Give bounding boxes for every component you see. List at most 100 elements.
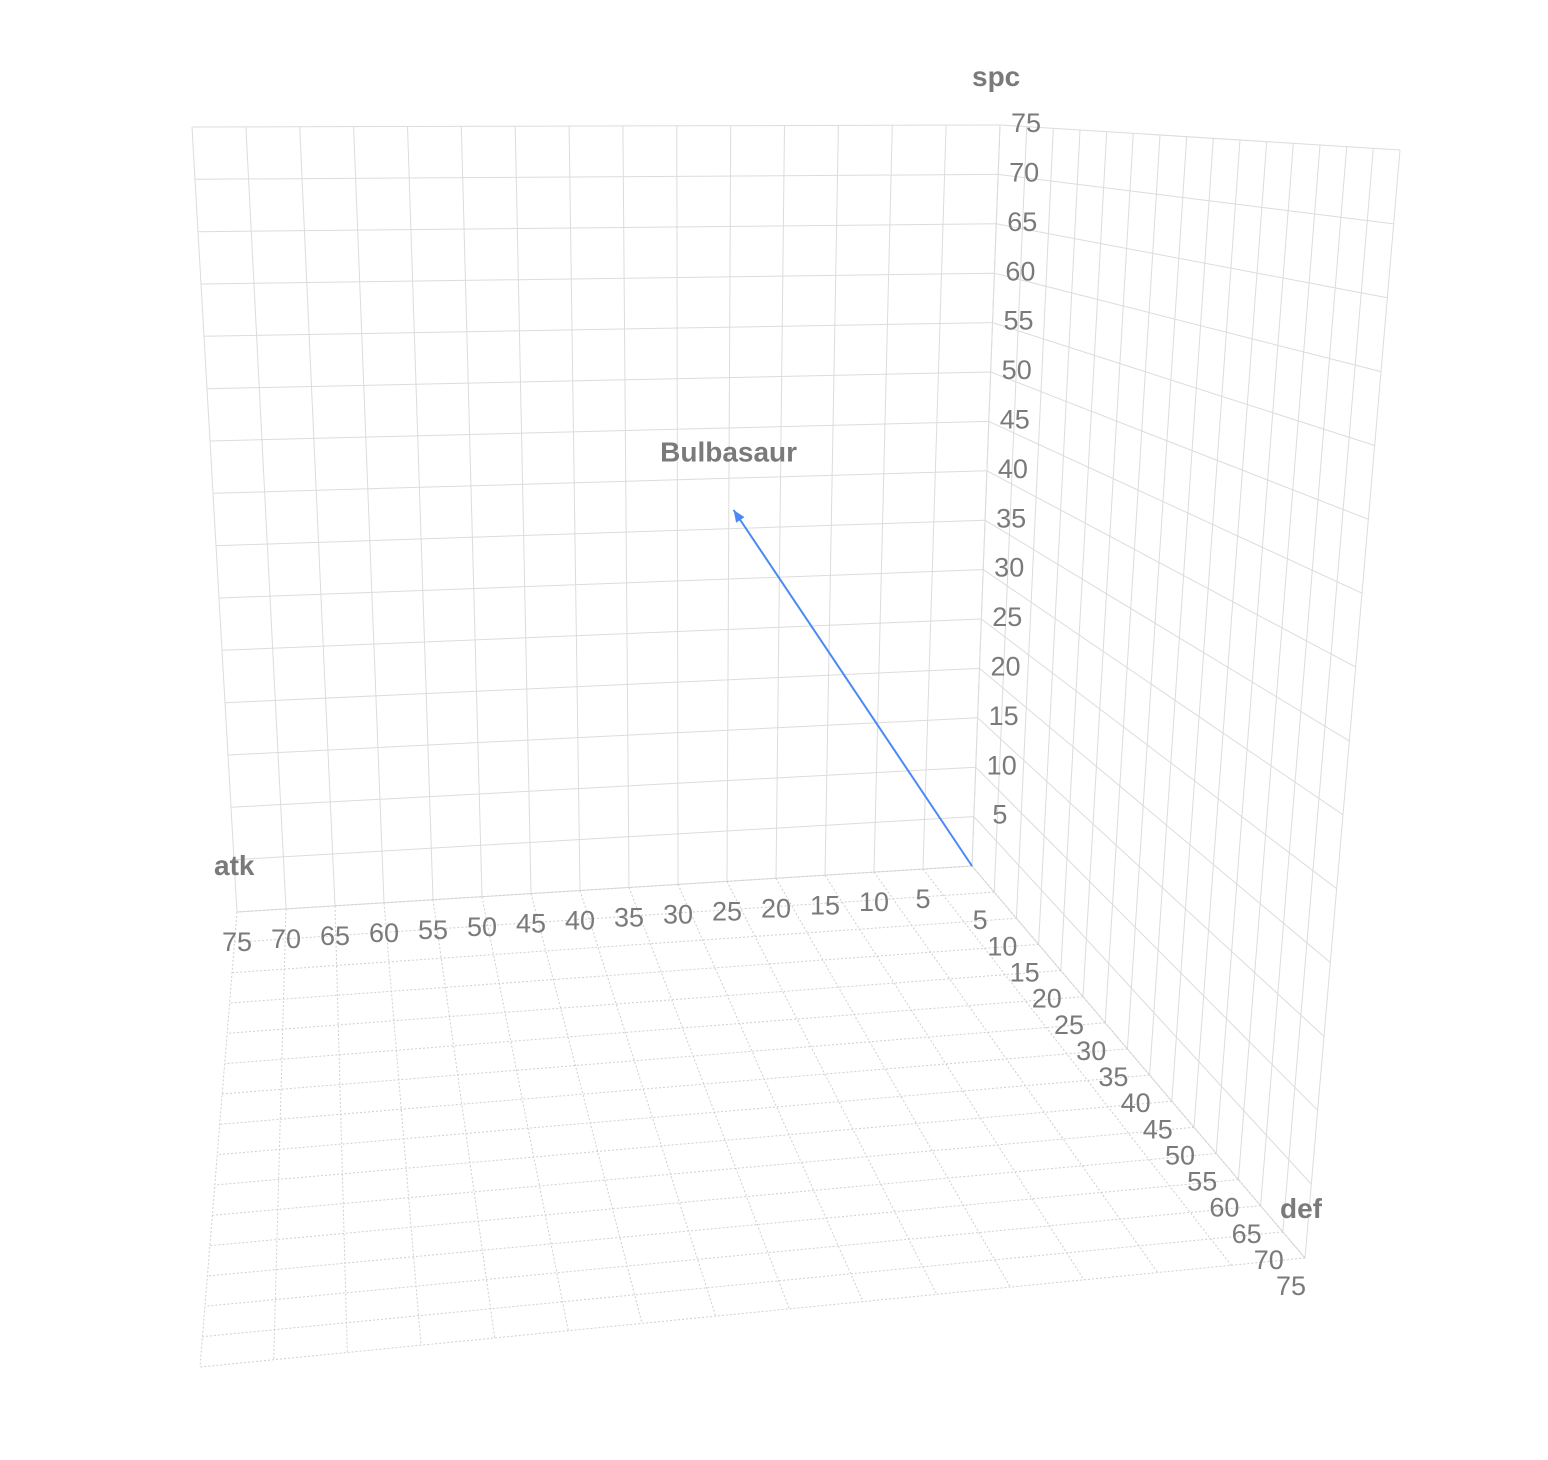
gridline-atk-spc-wall: [233, 816, 974, 861]
x-tick-label: 45: [516, 909, 546, 939]
y-tick-label: 20: [1032, 984, 1062, 1014]
z-tick-label: 65: [1007, 207, 1037, 237]
y-axis-title: def: [1280, 1193, 1323, 1224]
gridline-def-spc-wall: [1104, 134, 1161, 1023]
z-tick-label: 10: [987, 750, 1017, 780]
y-tick-label: 55: [1187, 1167, 1217, 1197]
gridline-def-spc-wall: [1215, 143, 1294, 1154]
gridline-atk-spc-wall: [775, 125, 785, 879]
gridline-def-spc-wall: [986, 470, 1356, 668]
gridline-atk-spc-wall: [922, 125, 947, 870]
x-tick-label: 15: [810, 890, 840, 920]
y-tick-label: 50: [1165, 1140, 1195, 1170]
y-tick-label: 5: [973, 905, 988, 935]
gridline-def-spc-wall: [993, 126, 1028, 893]
gridline-atk-def-floor: [232, 917, 1017, 974]
y-tick-label: 60: [1209, 1193, 1239, 1223]
gridline-atk-spc-wall: [191, 126, 238, 913]
gridline-atk-spc-wall: [191, 124, 1001, 128]
gridline-atk-spc-wall: [514, 126, 532, 894]
gridline-atk-spc-wall: [568, 126, 581, 891]
gridline-atk-spc-wall: [209, 420, 989, 442]
gridline-atk-spc-wall: [245, 126, 287, 909]
series-point-label: Bulbasaur: [660, 436, 797, 467]
y-tick-label: 15: [1010, 958, 1040, 988]
gridline-atk-def-floor: [229, 943, 1039, 1004]
gridline-atk-def-floor: [971, 865, 1306, 1259]
gridline-atk-def-floor: [481, 896, 569, 1331]
gridline-def-spc-wall: [1171, 139, 1241, 1102]
series-layer: Bulbasaur: [660, 436, 973, 867]
z-tick-label: 55: [1003, 306, 1033, 336]
gridline-atk-spc-wall: [203, 322, 993, 337]
x-tick-label: 75: [222, 927, 252, 957]
gridline-atk-spc-wall: [224, 667, 980, 704]
gridline-atk-def-floor: [199, 1257, 1306, 1368]
gridline-atk-def-floor: [227, 970, 1061, 1034]
gridline-def-spc-wall: [988, 420, 1363, 594]
y-tick-label: 10: [987, 931, 1017, 961]
gridline-atk-spc-wall: [227, 717, 978, 756]
y-tick-label: 45: [1143, 1114, 1173, 1144]
gridline-atk-spc-wall: [353, 126, 385, 903]
gridline-atk-def-floor: [273, 908, 287, 1360]
z-tick-label: 70: [1009, 158, 1039, 188]
gridline-atk-def-floor: [236, 865, 973, 913]
gridline-atk-spc-wall: [460, 126, 483, 897]
x-tick-label: 55: [418, 915, 448, 945]
gridline-atk-def-floor: [579, 890, 717, 1317]
y-tick-label: 30: [1076, 1036, 1106, 1066]
y-tick-label: 70: [1254, 1245, 1284, 1275]
gridline-def-spc-wall: [996, 223, 1388, 299]
gridline-atk-def-floor: [530, 893, 643, 1324]
gridline-def-spc-wall: [1193, 141, 1268, 1128]
z-tick-label: 20: [990, 652, 1020, 682]
z-tick-label: 30: [994, 553, 1024, 583]
x-tick-label: 40: [565, 906, 595, 936]
gridline-atk-spc-wall: [299, 126, 336, 906]
gridline-atk-spc-wall: [194, 173, 999, 180]
tick-labels: 5101520253035404550556065707551015202530…: [222, 108, 1306, 1301]
gridline-atk-def-floor: [214, 1100, 1172, 1186]
gridline-atk-spc-wall: [221, 618, 982, 651]
gridline-def-spc-wall: [971, 124, 1001, 867]
gridline-def-spc-wall: [979, 668, 1331, 963]
gridline-def-spc-wall: [992, 322, 1375, 446]
y-tick-label: 25: [1054, 1010, 1084, 1040]
z-tick-label: 35: [996, 503, 1026, 533]
gridline-atk-def-floor: [209, 1153, 1217, 1247]
gridline-def-spc-wall: [1282, 148, 1374, 1232]
gridline-atk-spc-wall: [206, 371, 991, 390]
gridline-atk-spc-wall: [676, 125, 679, 885]
gridline-atk-spc-wall: [230, 766, 976, 808]
x-tick-label: 65: [320, 921, 350, 951]
gridline-atk-def-floor: [873, 871, 1159, 1273]
gridline-def-spc-wall: [977, 717, 1325, 1037]
x-tick-label: 60: [369, 918, 399, 948]
z-tick-label: 15: [989, 701, 1019, 731]
gridline-atk-spc-wall: [197, 223, 997, 233]
gridline-def-spc-wall: [1304, 149, 1401, 1259]
y-tick-label: 65: [1232, 1219, 1262, 1249]
gridline-def-spc-wall: [1126, 136, 1188, 1049]
gridline-atk-def-floor: [775, 878, 1011, 1288]
gridline-def-spc-wall: [999, 124, 1401, 151]
gridline-atk-def-floor: [677, 884, 864, 1302]
gridline-atk-def-floor: [199, 911, 238, 1368]
gridline-atk-def-floor: [222, 1022, 1106, 1095]
gridline-atk-spc-wall: [622, 125, 630, 888]
gridline-def-spc-wall: [1149, 138, 1214, 1076]
gridline-def-spc-wall: [975, 766, 1319, 1111]
gridline-def-spc-wall: [1237, 144, 1321, 1180]
x-tick-label: 50: [467, 912, 497, 942]
series-arrowhead: [733, 510, 745, 523]
gridline-atk-spc-wall: [218, 569, 984, 599]
y-tick-label: 35: [1098, 1062, 1128, 1092]
gridline-atk-def-floor: [234, 891, 995, 943]
x-tick-label: 70: [271, 924, 301, 954]
gridline-atk-spc-wall: [200, 272, 995, 285]
z-tick-label: 45: [1000, 405, 1030, 435]
gridline-def-spc-wall: [982, 569, 1344, 816]
gridline-def-spc-wall: [1060, 131, 1108, 971]
